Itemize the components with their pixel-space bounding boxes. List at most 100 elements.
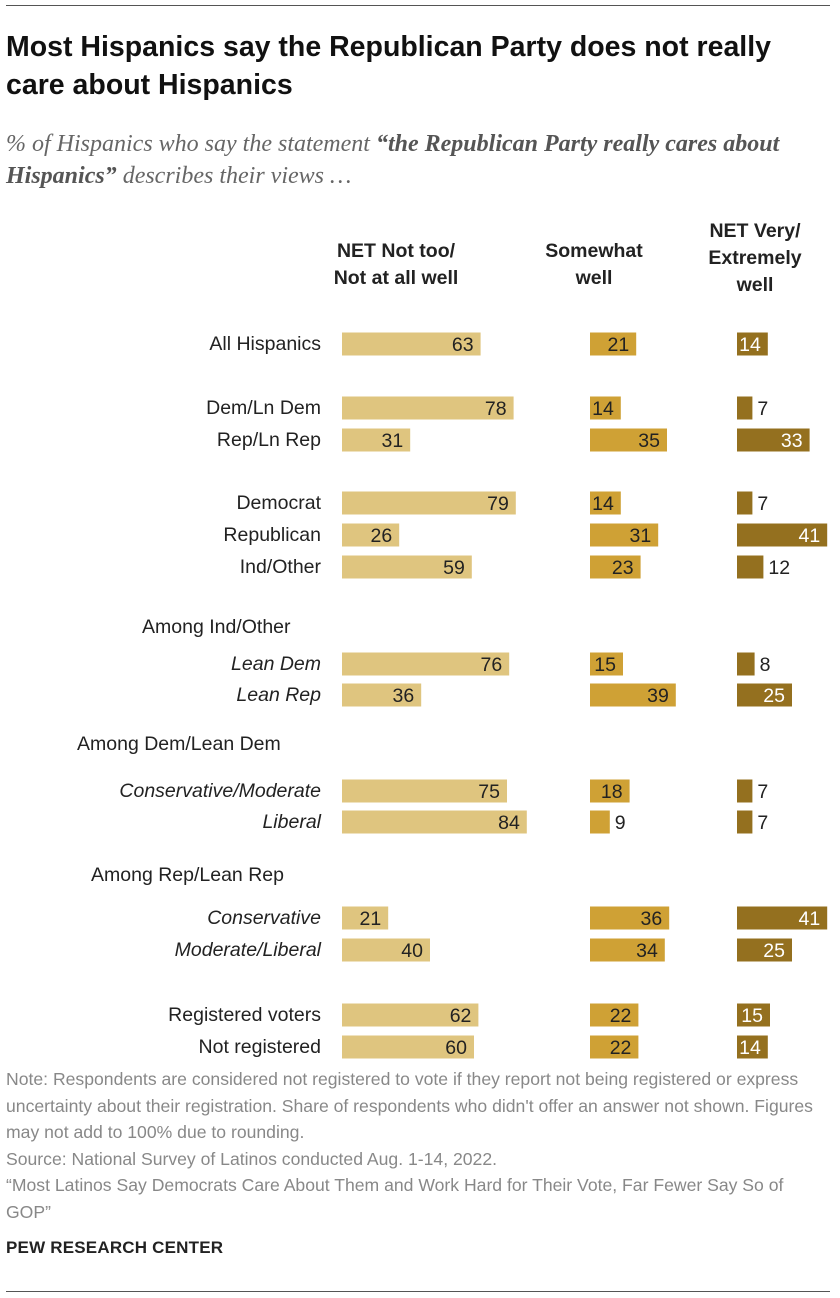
category-label: Lean Dem	[231, 653, 321, 675]
data-label: 25	[763, 940, 785, 962]
data-label: 59	[443, 557, 465, 579]
bar	[342, 938, 430, 962]
data-label: 15	[741, 1005, 763, 1027]
data-label: 22	[610, 1037, 632, 1059]
data-label: 62	[450, 1005, 472, 1027]
bar	[590, 779, 630, 803]
bar	[590, 938, 665, 962]
category-label: Moderate/Liberal	[175, 939, 322, 961]
top-rule	[6, 5, 830, 6]
bar	[342, 491, 516, 515]
bar	[737, 906, 828, 930]
data-label: 14	[739, 1037, 761, 1059]
bar	[590, 428, 667, 452]
column-header-somewhat-well: Somewhat well	[514, 238, 674, 292]
data-label: 21	[607, 334, 629, 356]
source-text: Source: National Survey of Latinos condu…	[6, 1148, 497, 1169]
column-header-very-well: NET Very/ Extremely well	[680, 218, 830, 299]
bottom-rule	[6, 1291, 830, 1292]
category-label: Democrat	[236, 492, 321, 514]
bar	[590, 555, 641, 579]
bar	[737, 555, 764, 579]
column-header-line: Somewhat	[545, 240, 643, 262]
data-label: 75	[478, 781, 500, 803]
data-label: 36	[392, 685, 414, 707]
bar	[590, 1035, 639, 1059]
data-label: 41	[798, 908, 820, 930]
data-label: 31	[381, 430, 403, 452]
column-header-line: NET Very/	[709, 220, 801, 242]
data-label: 39	[647, 685, 669, 707]
data-label: 9	[615, 812, 626, 834]
data-label: 63	[452, 334, 474, 356]
category-label: Rep/Ln Rep	[217, 429, 321, 451]
report-title-text: “Most Latinos Say Democrats Care About T…	[6, 1175, 784, 1222]
bar	[342, 652, 510, 676]
brand-logo-text: PEW RESEARCH CENTER	[6, 1238, 224, 1257]
bar	[590, 683, 676, 707]
bar	[737, 938, 792, 962]
data-label: 15	[594, 654, 616, 676]
bar	[737, 683, 792, 707]
category-label: Dem/Ln Dem	[206, 397, 321, 419]
category-label: Not registered	[199, 1036, 321, 1058]
bar	[590, 523, 659, 547]
category-label: Lean Rep	[236, 684, 321, 706]
subtitle-suffix: describes their views …	[116, 163, 352, 189]
category-label: Ind/Other	[240, 556, 322, 578]
column-header-line: Extremely	[708, 247, 802, 269]
data-label: 25	[763, 685, 785, 707]
data-label: 26	[370, 525, 392, 547]
bar	[342, 555, 472, 579]
group-header: Among Dem/Lean Dem	[77, 733, 281, 755]
data-label: 14	[592, 493, 614, 515]
data-label: 7	[757, 781, 768, 803]
data-label: 14	[739, 334, 761, 356]
group-header: Among Rep/Lean Rep	[91, 864, 284, 886]
category-label: Conservative/Moderate	[119, 780, 321, 802]
category-label: Conservative	[207, 907, 321, 929]
data-label: 79	[487, 493, 509, 515]
subtitle-quote: “the Republican Party really cares about…	[6, 131, 780, 189]
note-text: Note: Respondents are considered not reg…	[6, 1069, 813, 1142]
bar	[342, 906, 389, 930]
bar	[342, 810, 527, 834]
bar	[590, 396, 621, 420]
data-label: 35	[638, 430, 660, 452]
data-label: 21	[359, 908, 381, 930]
bar	[737, 1035, 768, 1059]
data-label: 22	[610, 1005, 632, 1027]
group-header: Among Ind/Other	[142, 616, 291, 638]
data-label: 33	[781, 430, 803, 452]
data-label: 7	[757, 398, 768, 420]
bar	[342, 1035, 474, 1059]
data-label: 12	[768, 557, 790, 579]
chart-subtitle: % of Hispanics who say the statement “th…	[6, 128, 816, 192]
data-label: 76	[480, 654, 502, 676]
bar	[737, 652, 755, 676]
category-label: Registered voters	[168, 1004, 321, 1026]
data-label: 60	[445, 1037, 467, 1059]
data-label: 34	[636, 940, 658, 962]
bar	[342, 683, 422, 707]
data-label: 31	[629, 525, 651, 547]
footnote: Note: Respondents are considered not reg…	[6, 1066, 826, 1225]
bar	[342, 523, 400, 547]
data-label: 8	[760, 654, 771, 676]
bar	[342, 332, 481, 356]
data-label: 23	[612, 557, 634, 579]
data-label: 7	[757, 812, 768, 834]
subtitle-prefix: % of Hispanics who say the statement	[6, 131, 376, 157]
data-label: 18	[601, 781, 623, 803]
category-label: Liberal	[262, 811, 321, 833]
data-label: 41	[798, 525, 820, 547]
bar	[590, 652, 623, 676]
bar	[590, 810, 610, 834]
bar	[590, 491, 621, 515]
bar	[737, 396, 753, 420]
data-label: 14	[592, 398, 614, 420]
bar	[590, 906, 670, 930]
column-header-line: well	[575, 267, 613, 289]
category-label: All Hispanics	[209, 333, 321, 355]
